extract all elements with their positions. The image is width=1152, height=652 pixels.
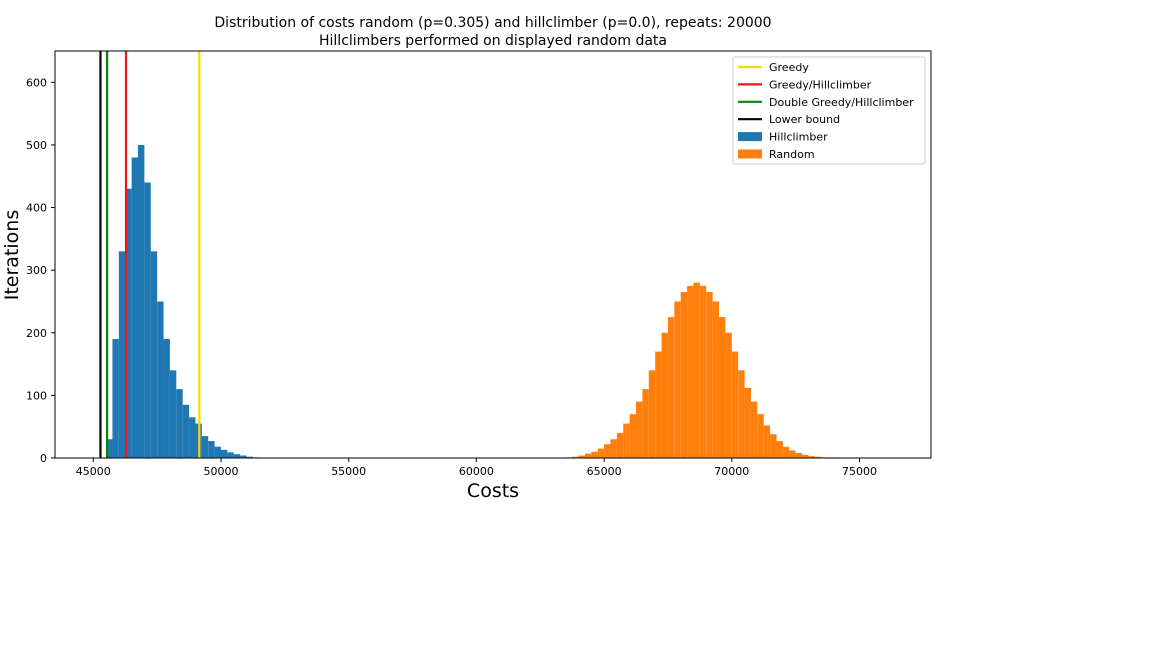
- histogram-bar-hillclimber: [138, 144, 145, 459]
- histogram-bar-random: [744, 387, 751, 458]
- histogram-bar-hillclimber: [208, 441, 215, 458]
- histogram-bar-hillclimber: [182, 404, 190, 458]
- y-axis: 0 100 200 300 400 500 600: [26, 76, 55, 465]
- chart-title: Distribution of costs random (p=0.305) a…: [214, 15, 771, 31]
- histogram-bar-hillclimber: [144, 182, 151, 459]
- histogram-bar-hillclimber: [221, 449, 228, 458]
- histogram-bar-hillclimber: [189, 417, 196, 458]
- legend: Greedy Greedy/Hillclimber Double Greedy/Hi…: [732, 56, 926, 165]
- legend-swatch-random: [738, 149, 762, 159]
- x-tick-label: 75000: [842, 465, 877, 478]
- legend-label-double-greedy-hillclimber: Double Greedy/Hillclimber: [769, 96, 914, 109]
- histogram-bar-random: [629, 414, 637, 458]
- histogram-bar-random: [789, 450, 796, 458]
- histogram-bar-random: [706, 292, 713, 458]
- histogram-bar-hillclimber: [157, 301, 164, 458]
- histogram-bar-hillclimber: [246, 456, 253, 458]
- histogram-bar-hillclimber: [112, 339, 119, 458]
- histogram-bar-random: [814, 456, 822, 458]
- x-axis: 45000 50000 55000 60000 65000 70000 75000: [76, 458, 877, 478]
- histogram-bar-hillclimber: [163, 339, 170, 458]
- x-tick-label: 60000: [459, 465, 494, 478]
- histogram-bar-random: [693, 282, 700, 458]
- reference-lines-layer: [99, 51, 201, 458]
- y-tick-label: 200: [26, 327, 47, 340]
- histogram-bar-random: [776, 441, 783, 458]
- histogram-bar-random: [610, 439, 617, 458]
- histogram-bar-hillclimber: [240, 455, 247, 458]
- histogram-bar-random: [719, 317, 726, 458]
- histogram-bar-random: [763, 425, 771, 458]
- x-tick-label: 50000: [204, 465, 239, 478]
- histogram-bar-hillclimber: [150, 251, 158, 458]
- histogram-bar-random: [725, 332, 732, 458]
- bars-layer: [106, 144, 841, 459]
- legend-label-random: Random: [769, 148, 815, 161]
- chart-subtitle: Hillclimbers performed on displayed rand…: [319, 33, 667, 49]
- histogram-bar-random: [636, 401, 643, 458]
- histogram-bar-random: [597, 448, 605, 458]
- histogram-bar-random: [699, 285, 707, 458]
- x-tick-label: 65000: [587, 465, 622, 478]
- y-tick-label: 0: [40, 452, 47, 465]
- histogram-bar-hillclimber: [131, 157, 138, 458]
- histogram-bar-random: [667, 317, 675, 458]
- histogram-bar-random: [572, 456, 579, 458]
- histogram-bar-random: [674, 301, 681, 458]
- legend-box: [732, 56, 926, 165]
- histogram-bar-hillclimber: [214, 446, 221, 458]
- histogram-bar-random: [795, 452, 803, 458]
- histogram-bar-random: [616, 432, 624, 458]
- histogram-bar-random: [687, 285, 694, 458]
- histogram-bar-hillclimber: [118, 251, 126, 458]
- histogram-bar-random: [738, 370, 745, 458]
- x-tick-label: 70000: [714, 465, 749, 478]
- legend-label-lower-bound: Lower bound: [769, 113, 840, 126]
- histogram-bar-random: [642, 389, 649, 458]
- histogram-bar-random: [802, 454, 809, 458]
- histogram-bar-hillclimber: [227, 452, 234, 458]
- histogram-bar-random: [750, 401, 758, 458]
- legend-swatch-hillclimber: [738, 132, 762, 142]
- histogram-bar-random: [808, 456, 815, 458]
- histogram-bar-hillclimber: [106, 439, 113, 458]
- histogram-bar-random: [782, 446, 790, 458]
- histogram-bar-hillclimber: [201, 436, 209, 458]
- histogram-bar-random: [680, 292, 688, 458]
- histogram-bar-random: [604, 444, 611, 458]
- x-axis-title: Costs: [467, 480, 519, 502]
- histogram-bar-random: [584, 453, 592, 458]
- histogram-bar-random: [712, 301, 720, 458]
- histogram-bar-random: [623, 423, 630, 458]
- legend-label-greedy-hillclimber: Greedy/Hillclimber: [769, 78, 872, 91]
- y-tick-label: 400: [26, 202, 47, 215]
- y-tick-label: 500: [26, 139, 47, 152]
- y-tick-label: 600: [26, 76, 47, 89]
- legend-label-hillclimber: Hillclimber: [769, 131, 828, 144]
- histogram-bar-random: [591, 451, 598, 458]
- histogram-bar-random: [770, 434, 777, 458]
- histogram-bar-hillclimber: [125, 188, 132, 458]
- histogram-bar-random: [757, 414, 764, 458]
- y-tick-label: 300: [26, 264, 47, 277]
- legend-label-greedy: Greedy: [769, 61, 809, 74]
- x-tick-label: 55000: [331, 465, 366, 478]
- histogram-bar-random: [648, 370, 656, 458]
- histogram-bar-random: [655, 351, 662, 458]
- y-tick-label: 100: [26, 389, 47, 402]
- y-axis-title: Iterations: [1, 210, 23, 301]
- plot-frame: [54, 50, 932, 459]
- histogram-bar-hillclimber: [169, 370, 177, 458]
- histogram-bar-random: [578, 455, 585, 458]
- histogram-bar-random: [731, 351, 739, 458]
- x-tick-label: 45000: [76, 465, 111, 478]
- histogram-bar-hillclimber: [176, 389, 183, 458]
- histogram-bar-random: [661, 332, 668, 458]
- histogram-bar-hillclimber: [233, 454, 241, 458]
